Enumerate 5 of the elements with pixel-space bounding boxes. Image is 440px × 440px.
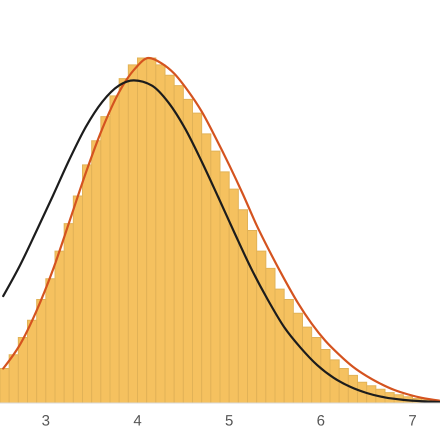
x-tick-label: 3 — [42, 412, 50, 430]
x-tick-label: 6 — [316, 412, 326, 430]
x-tick-label: 4 — [133, 412, 142, 430]
x-tick-label: 5 — [224, 412, 234, 430]
x-tick-label: 7 — [408, 412, 417, 430]
